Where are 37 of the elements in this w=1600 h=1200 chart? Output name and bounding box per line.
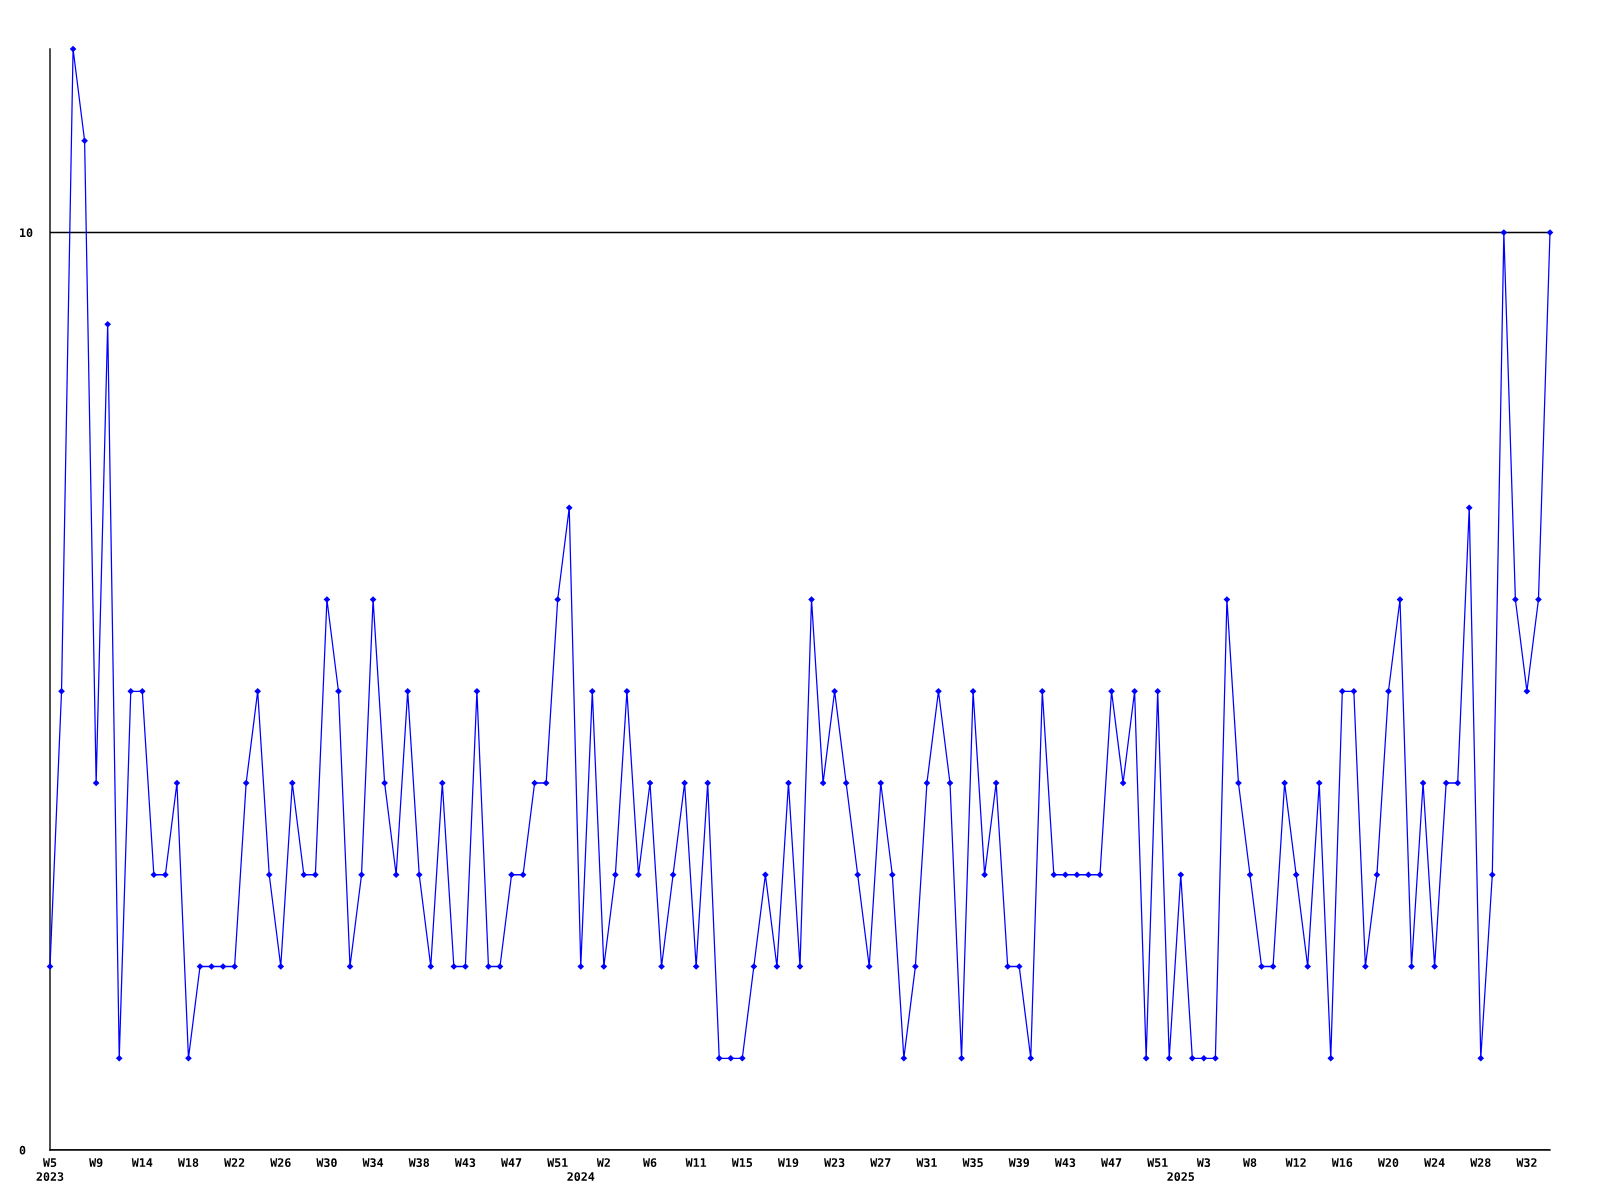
x-tick-label: W9 [89,1158,103,1168]
x-tick-label: W35 [962,1158,983,1168]
x-tick-label: W20 [1377,1158,1399,1168]
x-tick-label: W11 [685,1158,707,1167]
x-tick-label: 2024 [567,1172,595,1181]
x-tick-label: W23 [824,1158,845,1168]
x-tick-label: W34 [362,1158,384,1168]
x-tick-label: W15 [731,1158,753,1168]
x-tick-label: W47 [1101,1158,1122,1167]
x-tick-label: W38 [408,1158,430,1168]
x-tick-label: W39 [1008,1158,1030,1168]
x-tick-label: W6 [642,1158,657,1168]
x-tick-label: W19 [777,1158,799,1168]
x-tick-label: W12 [1285,1158,1306,1167]
x-tick-label: W51 [1147,1158,1168,1168]
x-tick-label: W18 [177,1158,199,1168]
x-tick-label: W22 [224,1158,245,1167]
x-tick-label: 2025 [1167,1172,1195,1181]
x-tick-label: W24 [1424,1158,1445,1167]
x-tick-label: W16 [1331,1158,1353,1168]
x-tick-label: W47 [501,1158,522,1167]
x-tick-label: W28 [1470,1158,1491,1168]
x-tick-label: W31 [916,1158,937,1168]
x-tick-label: W51 [547,1158,568,1168]
x-tick-label: W43 [454,1158,476,1168]
x-tick-label: W30 [316,1158,337,1168]
x-tick-label: W2 [596,1158,610,1167]
x-tick-label: W5 2023 [36,1158,64,1181]
x-tick-label: W26 [270,1158,291,1168]
y-tick-label: 10 [20,228,33,238]
y-tick-label: 0 [19,1145,26,1155]
x-tick-label: W32 [1516,1158,1537,1168]
x-tick-label: W3 [1196,1158,1211,1168]
x-tick-label: W27 [870,1158,891,1167]
x-tick-label: W14 [131,1158,153,1167]
x-tick-label: W43 [1054,1158,1076,1168]
x-tick-label: W8 [1242,1158,1257,1168]
